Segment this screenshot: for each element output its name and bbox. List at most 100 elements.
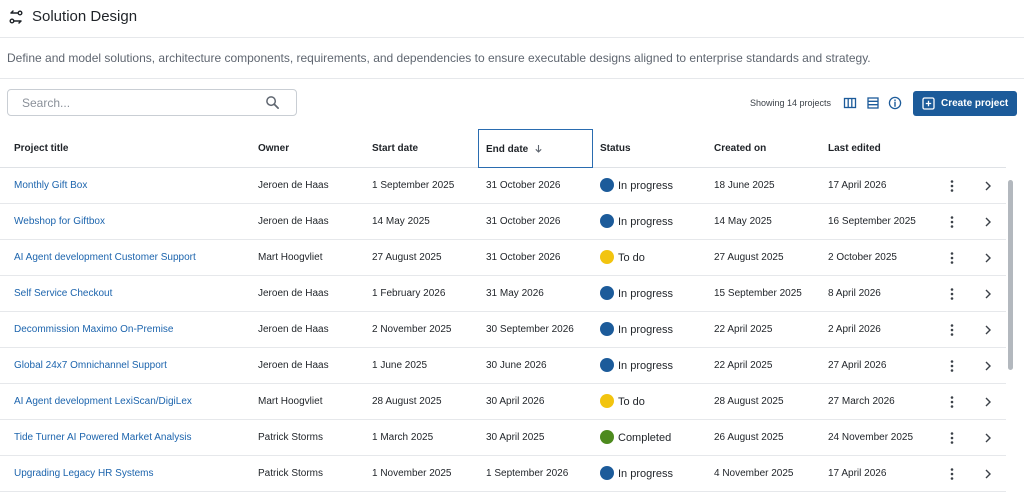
more-options-icon[interactable] <box>946 287 958 301</box>
more-options-icon[interactable] <box>946 179 958 193</box>
start-cell: 1 June 2025 <box>372 360 428 371</box>
more-options-icon[interactable] <box>946 215 958 229</box>
info-icon[interactable] <box>888 96 902 110</box>
sort-descending-icon <box>535 145 542 153</box>
chevron-right-icon[interactable] <box>982 252 994 264</box>
status-dot <box>600 178 614 192</box>
owner-cell: Jeroen de Haas <box>258 360 329 371</box>
end-cell: 31 May 2026 <box>486 288 544 299</box>
start-cell: 28 August 2025 <box>372 396 442 407</box>
end-cell: 31 October 2026 <box>486 180 561 191</box>
more-options-icon[interactable] <box>946 323 958 337</box>
end-cell: 30 June 2026 <box>486 360 547 371</box>
column-header-end-date[interactable]: End date <box>478 129 593 168</box>
table-view-icon[interactable] <box>866 96 880 110</box>
owner-cell: Patrick Storms <box>258 432 324 443</box>
page-header: Solution Design <box>0 0 1024 38</box>
end-cell: 31 October 2026 <box>486 252 561 263</box>
created-cell: 27 August 2025 <box>714 252 784 263</box>
status-label: To do <box>618 252 645 264</box>
created-cell: 14 May 2025 <box>714 216 772 227</box>
status-dot <box>600 322 614 336</box>
chevron-right-icon[interactable] <box>982 360 994 372</box>
project-title-link[interactable]: Monthly Gift Box <box>14 180 88 191</box>
more-options-icon[interactable] <box>946 251 958 265</box>
table-header: Project title Owner Start date End date … <box>0 129 1006 168</box>
create-project-label: Create project <box>941 98 1009 109</box>
page-description: Define and model solutions, architecture… <box>7 51 871 65</box>
search-input[interactable] <box>8 90 258 115</box>
project-title-link[interactable]: Webshop for Giftbox <box>14 216 105 227</box>
page-title: Solution Design <box>32 8 138 25</box>
owner-cell: Mart Hoogvliet <box>258 252 323 263</box>
scrollbar-thumb[interactable] <box>1008 180 1013 370</box>
status-label: In progress <box>618 180 674 192</box>
status-label: In progress <box>618 468 674 480</box>
table-row[interactable]: Decommission Maximo On-Premise Jeroen de … <box>0 312 1006 348</box>
project-title-link[interactable]: Upgrading Legacy HR Systems <box>14 468 154 479</box>
status-label: To do <box>618 396 645 408</box>
status-label: In progress <box>618 324 674 336</box>
divider <box>0 78 1024 79</box>
column-header-start-date[interactable]: Start date <box>372 143 419 154</box>
search-box[interactable] <box>7 89 297 116</box>
edited-cell: 27 April 2026 <box>828 360 887 371</box>
owner-cell: Jeroen de Haas <box>258 216 329 227</box>
column-header-created-on[interactable]: Created on <box>714 143 767 154</box>
project-title-link[interactable]: Decommission Maximo On-Premise <box>14 324 174 335</box>
status-cell: In progress <box>600 348 673 384</box>
column-header-last-edited[interactable]: Last edited <box>828 143 881 154</box>
table-row[interactable]: AI Agent development Customer Support Mar… <box>0 240 1006 276</box>
table-row[interactable]: Upgrading Legacy HR Systems Patrick Storm… <box>0 456 1006 492</box>
column-header-title[interactable]: Project title <box>14 143 69 154</box>
status-label: In progress <box>618 360 674 372</box>
created-cell: 4 November 2025 <box>714 468 794 479</box>
created-cell: 22 April 2025 <box>714 360 773 371</box>
table-row[interactable]: Webshop for Giftbox Jeroen de Haas 14 May … <box>0 204 1006 240</box>
project-title-link[interactable]: AI Agent development Customer Support <box>14 252 196 263</box>
table-body: Monthly Gift Box Jeroen de Haas 1 Septembe… <box>0 168 1006 492</box>
more-options-icon[interactable] <box>946 467 958 481</box>
status-dot <box>600 466 614 480</box>
project-title-link[interactable]: Global 24x7 Omnichannel Support <box>14 360 167 371</box>
more-options-icon[interactable] <box>946 359 958 373</box>
table-row[interactable]: Monthly Gift Box Jeroen de Haas 1 Septembe… <box>0 168 1006 204</box>
table-row[interactable]: Global 24x7 Omnichannel Support Jeroen de… <box>0 348 1006 384</box>
more-options-icon[interactable] <box>946 395 958 409</box>
table-row[interactable]: Tide Turner AI Powered Market Analysis Pa… <box>0 420 1006 456</box>
chevron-right-icon[interactable] <box>982 288 994 300</box>
edited-cell: 17 April 2026 <box>828 468 887 479</box>
status-dot <box>600 250 614 264</box>
column-view-icon[interactable] <box>843 96 857 110</box>
owner-cell: Jeroen de Haas <box>258 324 329 335</box>
chevron-right-icon[interactable] <box>982 324 994 336</box>
status-cell: Completed <box>600 420 671 456</box>
chevron-right-icon[interactable] <box>982 396 994 408</box>
plus-icon <box>922 97 935 110</box>
create-project-button[interactable]: Create project <box>913 91 1017 116</box>
column-header-owner[interactable]: Owner <box>258 143 290 154</box>
projects-table: Project title Owner Start date End date … <box>0 129 1006 492</box>
project-title-link[interactable]: Self Service Checkout <box>14 288 113 299</box>
chevron-right-icon[interactable] <box>982 216 994 228</box>
chevron-right-icon[interactable] <box>982 180 994 192</box>
status-dot <box>600 358 614 372</box>
status-dot <box>600 286 614 300</box>
edited-cell: 2 October 2025 <box>828 252 897 263</box>
table-row[interactable]: Self Service Checkout Jeroen de Haas 1 Feb… <box>0 276 1006 312</box>
column-header-status[interactable]: Status <box>600 143 631 154</box>
more-options-icon[interactable] <box>946 431 958 445</box>
created-cell: 26 August 2025 <box>714 432 784 443</box>
chevron-right-icon[interactable] <box>982 432 994 444</box>
project-title-link[interactable]: AI Agent development LexiScan/DigiLex <box>14 396 192 407</box>
edited-cell: 8 April 2026 <box>828 288 881 299</box>
table-row[interactable]: AI Agent development LexiScan/DigiLex Mar… <box>0 384 1006 420</box>
created-cell: 28 August 2025 <box>714 396 784 407</box>
chevron-right-icon[interactable] <box>982 468 994 480</box>
search-icon[interactable] <box>265 95 280 110</box>
project-title-link[interactable]: Tide Turner AI Powered Market Analysis <box>14 432 192 443</box>
status-dot <box>600 394 614 408</box>
tools-icon <box>9 10 23 24</box>
status-cell: In progress <box>600 456 673 492</box>
status-cell: In progress <box>600 312 673 348</box>
